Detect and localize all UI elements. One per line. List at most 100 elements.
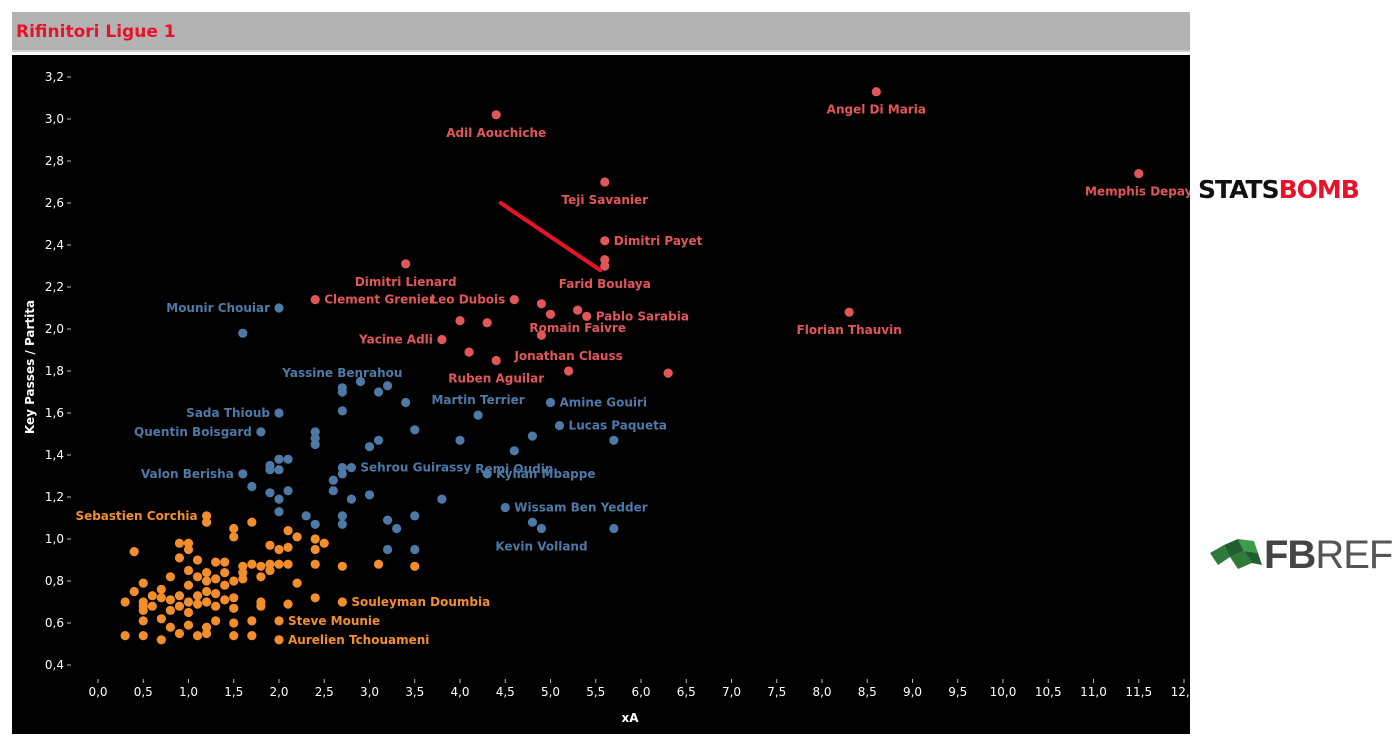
data-point-orange xyxy=(211,589,221,599)
data-point-orange xyxy=(247,559,257,569)
data-label: Martin Terrier xyxy=(431,393,524,407)
data-point-blue xyxy=(509,446,519,456)
data-label: Pablo Sarabia xyxy=(596,309,689,323)
data-label: Teji Savanier xyxy=(562,193,649,207)
data-point-blue xyxy=(346,494,356,504)
statsbomb-logo: STATSBOMB xyxy=(1198,175,1388,205)
data-label: Steve Mounie xyxy=(288,614,380,628)
data-label: Yacine Adli xyxy=(358,333,433,347)
data-point-blue xyxy=(455,435,465,445)
data-point-blue xyxy=(410,425,420,435)
data-point-orange xyxy=(229,593,239,603)
y-tick-label: 2,6 xyxy=(45,196,64,210)
data-point-orange xyxy=(211,557,221,567)
data-point-orange xyxy=(310,544,320,555)
data-point-red xyxy=(871,87,881,97)
data-point-red xyxy=(600,236,610,246)
x-tick-label: 2,5 xyxy=(315,685,334,699)
data-point-orange xyxy=(238,574,248,584)
data-label: Amine Gouiri xyxy=(560,396,648,410)
data-point-orange xyxy=(274,616,284,626)
data-point-blue xyxy=(283,486,293,496)
x-tick-label: 0,5 xyxy=(134,685,153,699)
data-point-red xyxy=(437,334,447,345)
y-tick-label: 1,6 xyxy=(45,406,64,420)
data-label: Ruben Aguilar xyxy=(448,372,544,386)
data-point-orange xyxy=(256,601,266,611)
data-point-red xyxy=(1134,169,1144,179)
data-point-blue xyxy=(609,523,619,534)
scatter-chart: 0,4 0,6 0,8 1,0 1,2 1,4 1,6 1,8 2,0 2,2 2,4 2,6 2,8 3… xyxy=(12,55,1197,734)
data-point-orange xyxy=(283,559,293,569)
data-label: Sehrou Guirassy xyxy=(360,461,471,475)
data-point-blue xyxy=(274,494,284,504)
data-point-blue xyxy=(373,435,384,445)
data-point-orange xyxy=(120,597,130,607)
fbref-logo-text-ref: REF xyxy=(1315,533,1393,577)
data-point-orange xyxy=(183,538,194,548)
data-point-orange xyxy=(147,601,157,611)
data-label: Florian Thauvin xyxy=(797,323,902,337)
data-point-orange xyxy=(247,616,257,626)
data-point-red xyxy=(401,259,411,269)
data-point-orange xyxy=(202,628,212,639)
x-tick-label: 4,5 xyxy=(496,685,515,699)
data-point-orange xyxy=(310,559,320,569)
data-point-blue xyxy=(274,454,284,464)
data-point-red xyxy=(844,307,854,317)
x-tick-label: 11,5 xyxy=(1125,685,1152,699)
data-point-orange xyxy=(174,538,185,548)
data-point-orange xyxy=(283,526,293,536)
data-point-blue xyxy=(609,435,619,445)
data-point-red xyxy=(600,177,610,187)
data-point-red xyxy=(491,110,501,120)
data-point-blue xyxy=(437,494,447,504)
data-label: Jonathan Clauss xyxy=(513,349,622,363)
data-label: Dimitri Lienard xyxy=(355,275,457,289)
data-point-orange xyxy=(183,597,194,607)
data-label: Kevin Volland xyxy=(495,540,587,554)
data-point-orange xyxy=(211,574,221,584)
data-point-orange xyxy=(138,605,148,616)
x-tick-label: 1,5 xyxy=(224,685,243,699)
data-point-orange xyxy=(192,631,203,641)
data-point-red xyxy=(491,355,501,366)
x-tick-label: 8,5 xyxy=(858,685,877,699)
data-point-red xyxy=(573,305,583,315)
data-point-orange xyxy=(202,622,212,632)
data-point-orange xyxy=(265,565,275,576)
data-point-blue xyxy=(274,303,284,313)
data-point-blue xyxy=(265,465,275,475)
y-tick-label: 3,2 xyxy=(45,70,64,84)
data-point-blue xyxy=(283,454,293,464)
data-label: Valon Berisha xyxy=(141,467,234,481)
data-label: Wissam Ben Yedder xyxy=(514,501,647,515)
data-label: Remi Oudin xyxy=(475,462,553,476)
x-tick-label: 5,0 xyxy=(541,685,560,699)
scatter-plot-svg: 0,4 0,6 0,8 1,0 1,2 1,4 1,6 1,8 2,0 2,2 2,4 2,6 2,8 3… xyxy=(12,55,1197,734)
data-point-orange xyxy=(310,534,320,544)
data-label: Yassine Benrahou xyxy=(281,366,402,380)
data-point-orange xyxy=(202,597,212,607)
data-point-orange xyxy=(274,544,284,555)
data-point-orange xyxy=(147,591,157,601)
data-point-orange xyxy=(192,555,203,565)
y-axis-label: Key Passes / Partita xyxy=(23,300,37,434)
data-point-blue xyxy=(527,431,538,441)
y-tick-label: 2,8 xyxy=(45,154,64,168)
x-tick-label: 9,0 xyxy=(903,685,922,699)
data-point-orange xyxy=(202,511,212,521)
data-point-blue xyxy=(364,442,375,452)
data-label: Aurelien Tchouameni xyxy=(288,633,429,647)
data-point-blue xyxy=(310,427,320,437)
data-point-blue xyxy=(265,488,275,498)
data-point-blue xyxy=(337,463,347,473)
data-point-red xyxy=(564,366,574,376)
data-point-blue xyxy=(301,511,311,521)
data-point-orange xyxy=(220,580,230,590)
data-point-orange xyxy=(229,523,239,534)
y-tick-label: 1,4 xyxy=(45,448,64,462)
data-point-orange xyxy=(183,607,194,618)
fbref-ball-icon xyxy=(1210,539,1262,569)
data-point-blue xyxy=(346,463,356,473)
